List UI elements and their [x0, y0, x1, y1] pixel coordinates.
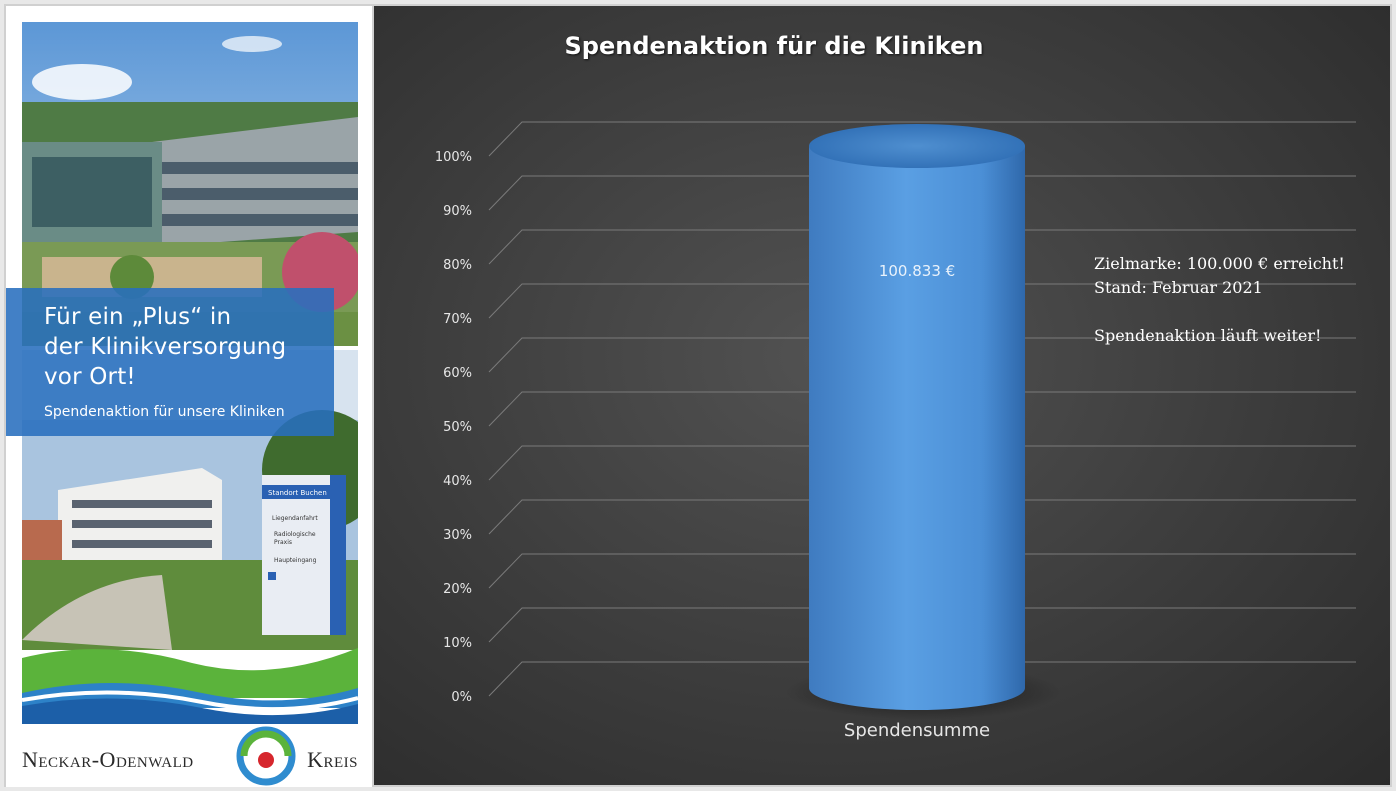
gridline [488, 661, 1356, 697]
gridline [488, 607, 1356, 643]
goal-annotation: Zielmarke: 100.000 € erreicht! Stand: Fe… [1094, 252, 1345, 348]
annotation-line-4: Spendenaktion läuft weiter! [1094, 326, 1322, 345]
y-tick-label: 20% [443, 582, 472, 597]
annotation-line-3 [1094, 300, 1345, 324]
gridline [488, 121, 1356, 157]
y-tick-label: 40% [443, 474, 472, 489]
gridline [488, 337, 1356, 373]
y-tick-label: 60% [443, 366, 472, 381]
logo-text-right: Kreis [307, 747, 358, 772]
y-tick-label: 100% [435, 150, 472, 165]
logo-text-left: Neckar-Odenwald [22, 747, 194, 772]
bar-body [809, 146, 1025, 710]
banner-subline: Spendenaktion für unsere Kliniken [44, 404, 285, 420]
y-tick-label: 30% [443, 528, 472, 543]
gridline [488, 283, 1356, 319]
brochure-panel: Standort Buchen Liegendanfahrt Radiologi… [6, 6, 372, 787]
y-tick-label: 80% [443, 258, 472, 273]
gridline [488, 499, 1356, 535]
gridline [488, 175, 1356, 211]
campaign-banner: Für ein „Plus“ in der Klinikversorgung v… [6, 288, 334, 436]
district-logo: Neckar-Odenwald Kreis [21, 638, 359, 788]
district-emblem-icon [236, 726, 296, 786]
landscape-waves-graphic [21, 648, 359, 724]
sign-standort: Standort Buchen [268, 489, 327, 497]
y-tick-label: 0% [451, 690, 472, 705]
sign-liegendanfahrt: Liegendanfahrt [272, 515, 318, 522]
y-tick-label: 70% [443, 312, 472, 327]
annotation-line-1: Zielmarke: 100.000 € erreicht! [1094, 254, 1345, 273]
bar-top [809, 124, 1025, 168]
bar-spendensumme [785, 124, 1061, 720]
category-label: Spendensumme [844, 720, 990, 741]
banner-headline-line-1: Für ein „Plus“ in [44, 304, 232, 330]
banner-headline: Für ein „Plus“ in der Klinikversorgung v… [44, 302, 329, 392]
y-tick-label: 90% [443, 204, 472, 219]
gridline [488, 229, 1356, 265]
banner-headline-line-2: der Klinikversorgung [44, 334, 287, 360]
sign-radiologische: Radiologische [274, 531, 316, 538]
gridline [488, 445, 1356, 481]
gridline [488, 391, 1356, 427]
banner-headline-line-3: vor Ort! [44, 364, 136, 390]
annotation-line-2: Stand: Februar 2021 [1094, 278, 1263, 297]
chart-plot: 0% 10% 20% 30% 40% 50% 60% 70% 80% 90% 100% 100.83… [435, 121, 1356, 741]
y-tick-label: 50% [443, 420, 472, 435]
y-tick-label: 10% [443, 636, 472, 651]
data-label: 100.833 € [879, 262, 955, 280]
sign-praxis: Praxis [274, 539, 292, 546]
gridline [488, 553, 1356, 589]
sign-haupteingang: Haupteingang [274, 557, 317, 564]
chart-title: Spendenaktion für die Kliniken [564, 32, 984, 60]
chart-panel: Spendenaktion für die Kliniken 0% 10% 20% 3… [374, 6, 1390, 785]
